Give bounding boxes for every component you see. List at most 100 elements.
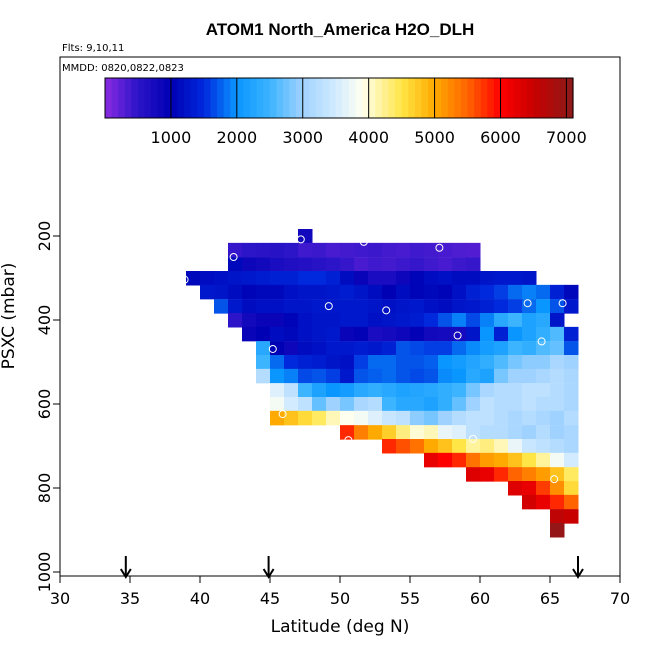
heatmap-cell: [270, 383, 285, 398]
colorbar-swatch: [203, 78, 212, 118]
colorbar-swatch: [322, 78, 330, 118]
colorbar-swatch: [137, 78, 146, 118]
heatmap-cell: [298, 368, 313, 384]
colorbar-swatch: [124, 78, 132, 118]
sample-marker: [469, 434, 477, 443]
x-tick-label: 65: [540, 589, 560, 608]
colorbar-swatch: [302, 78, 310, 118]
heatmap-cell: [368, 299, 383, 314]
heatmap-cell: [424, 326, 439, 342]
heatmap-cell: [424, 425, 439, 440]
heatmap-cell: [396, 313, 411, 328]
heatmap-cell: [522, 439, 537, 454]
heatmap-cell: [522, 410, 537, 426]
heatmap-cell: [354, 271, 369, 286]
heatmap-cell: [550, 299, 565, 314]
heatmap-cell: [368, 368, 383, 384]
colorbar-swatch: [526, 78, 535, 118]
colorbar-swatch: [388, 78, 396, 118]
heatmap-cell: [312, 313, 327, 328]
heatmap-cell: [326, 271, 341, 286]
heatmap-cell: [452, 410, 467, 426]
heatmap-cell: [550, 467, 565, 482]
heatmap-cell: [550, 326, 565, 342]
heatmap-cell: [494, 452, 509, 468]
flight-arrow: [572, 556, 584, 579]
heatmap-cell: [550, 284, 565, 300]
heatmap-cell: [424, 355, 439, 370]
heatmap-cell: [438, 410, 453, 426]
heatmap-cell: [508, 397, 523, 412]
heatmap-cell: [466, 271, 481, 286]
heatmap-cell: [536, 326, 551, 342]
heatmap-cell: [242, 326, 257, 342]
heatmap-cell: [256, 242, 271, 258]
heatmap-cell: [368, 355, 383, 370]
heatmap-cell: [340, 313, 355, 328]
heatmap-cell: [340, 271, 355, 286]
heatmap-cell: [396, 383, 411, 398]
colorbar-swatch: [256, 78, 264, 118]
heatmap-cell: [522, 355, 537, 370]
heatmap-cell: [368, 383, 383, 398]
colorbar-frame: [104, 77, 574, 119]
heatmap-cell: [410, 439, 425, 454]
heatmap-cell: [340, 341, 355, 356]
colorbar-swatch: [243, 78, 251, 118]
heatmap-cell: [550, 452, 565, 468]
heatmap-cell: [396, 439, 411, 454]
heatmap-cell: [508, 425, 523, 440]
heatmap-cell: [550, 439, 565, 454]
heatmap-cell: [410, 341, 425, 356]
heatmap-cell: [480, 284, 495, 300]
heatmap-cell: [452, 326, 467, 342]
heatmap-cell: [382, 313, 397, 328]
heatmap-cell: [536, 397, 551, 412]
colorbar-swatch: [170, 78, 179, 118]
colorbar-swatch: [177, 78, 185, 118]
heatmap-cell: [438, 341, 453, 356]
colorbar-swatch: [164, 78, 172, 118]
heatmap-cell: [312, 410, 327, 426]
heatmap-cell: [298, 271, 313, 286]
heatmap-cell: [284, 313, 299, 328]
colorbar-swatch: [131, 78, 139, 118]
heatmap-cell: [326, 368, 341, 384]
heatmap-cell: [326, 299, 341, 314]
heatmap-cell: [410, 326, 425, 342]
heatmap-cell: [340, 299, 355, 314]
heatmap-cell: [396, 341, 411, 356]
heatmap-cell: [340, 326, 355, 342]
heatmap-cell: [564, 284, 579, 300]
heatmap-cell: [494, 299, 509, 314]
heatmap-cell: [256, 326, 271, 342]
heatmap-cell: [438, 284, 453, 300]
heatmap-cell: [438, 299, 453, 314]
heatmap-cell: [480, 299, 495, 314]
heatmap-cell: [312, 284, 327, 300]
heatmap-cell: [396, 425, 411, 440]
colorbar-swatch: [553, 78, 561, 118]
colorbar-swatch: [355, 78, 363, 118]
x-tick-label: 70: [610, 589, 630, 608]
heatmap-cell: [508, 439, 523, 454]
colorbar-swatch: [105, 78, 113, 118]
heatmap-cell: [256, 257, 271, 272]
heatmap-cell: [298, 242, 313, 258]
heatmap-cell: [550, 383, 565, 398]
colorbar-swatch: [474, 78, 482, 118]
heatmap-cell: [452, 383, 467, 398]
x-tick-label: 55: [400, 589, 420, 608]
heatmap-cell: [256, 313, 271, 328]
y-tick-label: 600: [35, 389, 54, 420]
heatmap-cell: [522, 271, 537, 286]
sample-marker: [548, 544, 557, 553]
heatmap-cell: [452, 271, 467, 286]
heatmap-cell: [424, 257, 439, 272]
colorbar-swatch: [342, 78, 350, 118]
heatmap-cell: [410, 410, 425, 426]
heatmap-cell: [382, 410, 397, 426]
heatmap-cell: [410, 242, 425, 258]
heatmap-cell: [508, 452, 523, 468]
colorbar-swatch: [513, 78, 521, 118]
